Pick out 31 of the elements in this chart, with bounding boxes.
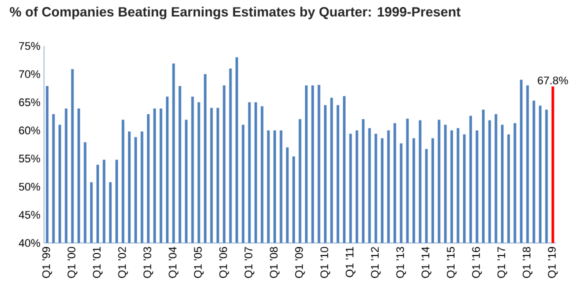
- x-tick-label: Q1 '07: [244, 247, 254, 278]
- x-tick-label: Q1 '19: [548, 247, 558, 278]
- x-tick-label: Q1 '18: [522, 247, 532, 278]
- x-tick-label: Q1 '10: [320, 246, 330, 278]
- x-tick-label: Q1 '99: [42, 247, 52, 278]
- x-tick-label: Q1 '16: [472, 247, 482, 278]
- y-tick-label: 50%: [18, 182, 40, 191]
- y-tick-label: 65%: [19, 98, 40, 106]
- x-tick-label: Q1 '02: [118, 247, 128, 278]
- x-tick-label: Q1 '14: [422, 246, 432, 278]
- x-tick-label: Q1 '03: [143, 247, 154, 278]
- x-tick-label: Q1 '11: [346, 247, 356, 278]
- x-tick-label: Q1 '00: [68, 246, 78, 278]
- x-tick-label: Q1 '13: [396, 247, 406, 278]
- x-tick-label: Q1 '04: [168, 246, 178, 278]
- y-tick-label: 55%: [18, 154, 40, 162]
- x-tick-label: Q1 '12: [371, 247, 381, 278]
- y-tick-label: 45%: [18, 211, 40, 219]
- x-tick-label: Q1 '06: [219, 247, 229, 278]
- x-tick-label: Q1 '05: [194, 247, 204, 278]
- x-tick-label: Q1 '08: [270, 247, 280, 278]
- y-tick-label: 70%: [19, 70, 40, 78]
- y-tick-label: 75%: [19, 42, 40, 50]
- y-tick-label: 60%: [19, 126, 40, 134]
- x-tick-label: Q1 '09: [295, 247, 305, 278]
- x-tick-label: Q1 '15: [446, 247, 457, 278]
- data-label: 67.8%: [538, 76, 568, 84]
- x-tick-label: Q1 '17: [497, 247, 508, 278]
- y-tick-label: 40%: [18, 239, 40, 247]
- x-tick-label: Q1 '01: [92, 247, 103, 278]
- chart-title: % of Companies Beating Earnings Estimates by Quarter: 1999-Present: [10, 6, 461, 20]
